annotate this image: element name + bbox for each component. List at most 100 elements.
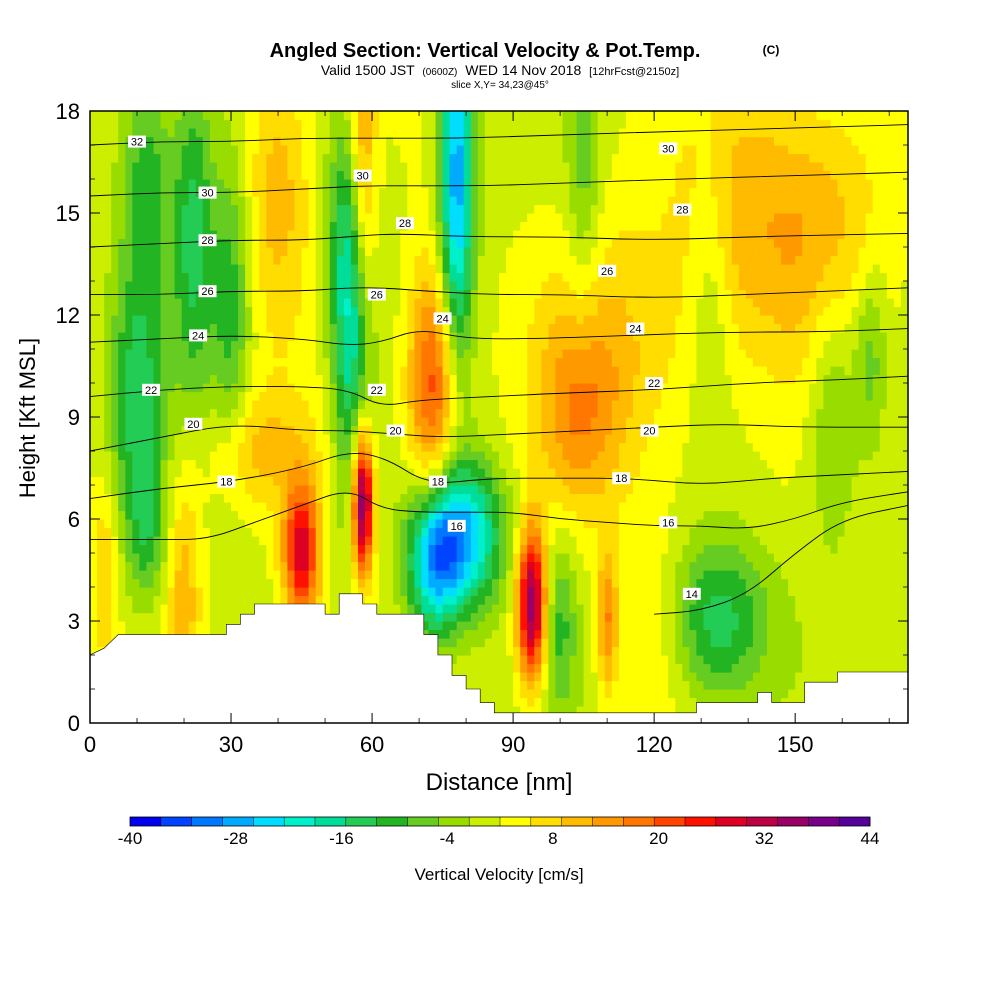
velocity-cell [900, 442, 908, 452]
velocity-cell [266, 408, 274, 418]
velocity-cell [534, 595, 542, 605]
velocity-cell [104, 417, 112, 427]
velocity-cell [900, 425, 908, 435]
velocity-cell [407, 400, 415, 410]
velocity-cell [830, 400, 839, 410]
velocity-cell [202, 391, 211, 401]
velocity-cell [795, 570, 803, 580]
velocity-cell [738, 408, 747, 418]
velocity-cell [336, 374, 345, 384]
velocity-cell [872, 578, 881, 588]
velocity-cell [851, 400, 860, 410]
velocity-cell [132, 459, 140, 469]
velocity-cell [315, 519, 324, 529]
velocity-cell [590, 697, 599, 707]
velocity-cell [569, 459, 578, 469]
velocity-cell [534, 366, 542, 376]
velocity-cell [484, 578, 493, 588]
velocity-cell [153, 425, 162, 435]
velocity-cell [174, 451, 183, 461]
velocity-cell [759, 425, 768, 435]
velocity-cell [689, 604, 698, 614]
velocity-cell [153, 391, 162, 401]
velocity-cell [583, 655, 592, 665]
velocity-cell [231, 510, 239, 520]
velocity-cell [252, 442, 260, 452]
velocity-cell [668, 451, 676, 461]
velocity-cell [188, 476, 197, 486]
velocity-cell [188, 536, 197, 546]
velocity-cell [470, 510, 479, 520]
velocity-cell [590, 400, 599, 410]
velocity-cell [604, 383, 613, 393]
velocity-cell [442, 612, 451, 622]
velocity-cell [520, 655, 528, 665]
velocity-cell [513, 493, 521, 503]
velocity-cell [343, 417, 352, 427]
velocity-cell [703, 434, 712, 444]
velocity-cell [209, 553, 218, 563]
velocity-cell [358, 391, 366, 401]
velocity-cell [858, 383, 867, 393]
velocity-cell [90, 408, 98, 418]
velocity-cell [738, 629, 747, 639]
velocity-cell [738, 561, 747, 571]
velocity-cell [456, 408, 465, 418]
velocity-cell [774, 697, 782, 707]
velocity-cell [322, 425, 331, 435]
velocity-cell [625, 595, 634, 605]
velocity-cell [893, 638, 902, 648]
velocity-cell [336, 400, 345, 410]
velocity-cell [358, 536, 366, 546]
velocity-cell [336, 459, 345, 469]
velocity-cell [90, 638, 98, 648]
velocity-cell [633, 689, 641, 699]
velocity-cell [886, 408, 895, 418]
velocity-cell [372, 434, 380, 444]
velocity-cell [618, 451, 627, 461]
velocity-cell [132, 527, 140, 537]
velocity-cell [710, 655, 719, 665]
velocity-cell [795, 425, 803, 435]
velocity-cell [893, 519, 902, 529]
velocity-cell [541, 442, 549, 452]
velocity-cell [188, 604, 197, 614]
velocity-cell [562, 383, 571, 393]
velocity-cell [435, 451, 444, 461]
velocity-cell [696, 629, 705, 639]
velocity-cell [682, 374, 690, 384]
velocity-cell [456, 442, 465, 452]
velocity-cell [703, 451, 712, 461]
velocity-cell [816, 357, 824, 367]
velocity-cell [414, 459, 423, 469]
velocity-cell [132, 502, 140, 512]
velocity-cell [886, 544, 895, 554]
velocity-cell [604, 451, 613, 461]
velocity-cell [513, 442, 521, 452]
velocity-cell [611, 459, 620, 469]
velocity-cell [252, 366, 260, 376]
velocity-cell [195, 485, 204, 495]
velocity-cell [759, 510, 768, 520]
velocity-cell [745, 621, 754, 631]
velocity-cell [731, 527, 740, 537]
velocity-cell [893, 476, 902, 486]
velocity-cell [640, 680, 648, 690]
velocity-cell [703, 357, 712, 367]
velocity-cell [308, 451, 317, 461]
velocity-cell [386, 383, 394, 393]
velocity-cell [668, 408, 676, 418]
velocity-cell [886, 527, 895, 537]
velocity-cell [625, 417, 634, 427]
velocity-cell [125, 595, 133, 605]
velocity-cell [809, 417, 817, 427]
velocity-cell [209, 536, 218, 546]
velocity-cell [484, 502, 493, 512]
velocity-cell [640, 587, 648, 597]
velocity-cell [245, 510, 253, 520]
velocity-cell [661, 374, 669, 384]
velocity-cell [802, 595, 810, 605]
velocity-cell [534, 485, 542, 495]
velocity-cell [654, 697, 662, 707]
velocity-cell [534, 689, 542, 699]
